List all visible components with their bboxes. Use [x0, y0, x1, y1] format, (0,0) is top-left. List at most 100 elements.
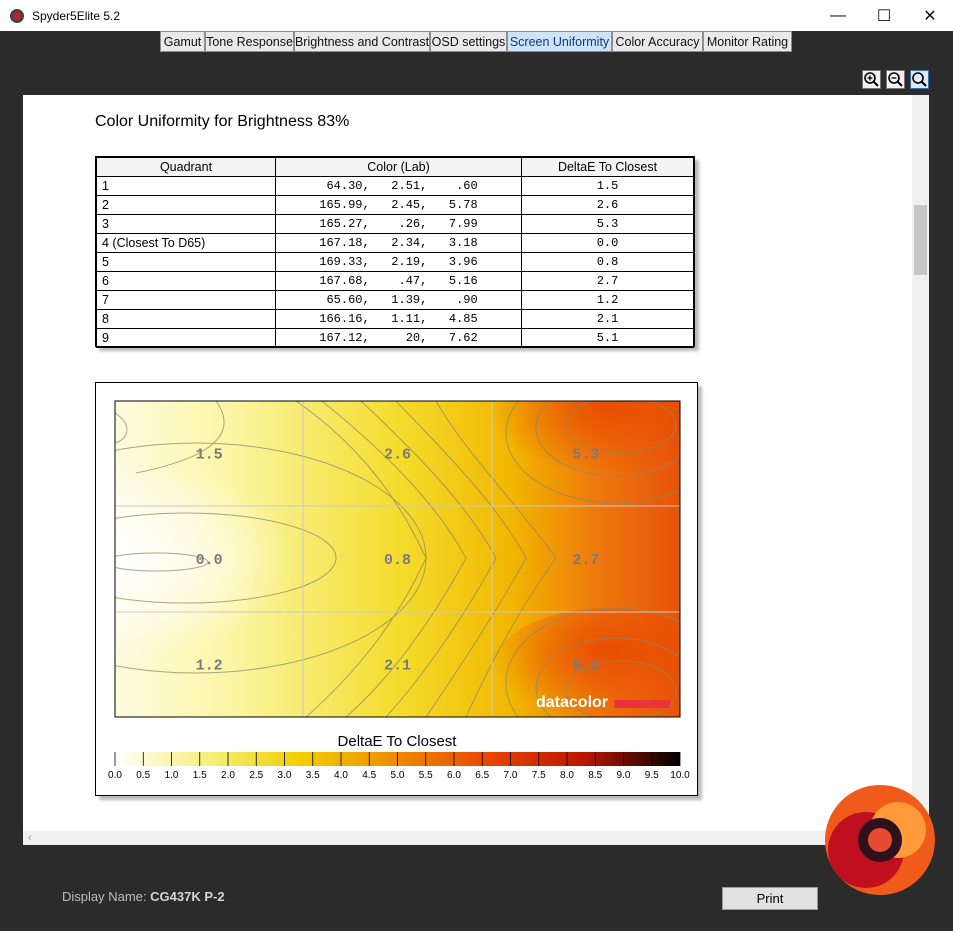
quadrant-cell: 4 (Closest To D65)	[96, 233, 276, 253]
legend-tick-label: 8.5	[588, 770, 602, 781]
color-scale-legend: 0.0 0.5 1.0 1.5 2.0 2.5 3.0 3.5 4.0 4.5 5.0 5.5 6.0 6…	[108, 752, 690, 781]
legend-title: DeltaE To Closest	[338, 733, 458, 750]
zoom-fit-icon[interactable]	[910, 70, 929, 89]
legend-tick-label: 4.0	[334, 770, 348, 781]
tab-bar: Gamut Tone Response Brightness and Contr…	[0, 31, 953, 53]
legend-tick-label: 3.5	[306, 770, 320, 781]
table-row: 8 166.16, 1.11, 4.85 2.1	[96, 309, 694, 329]
lab-cell: 167.68, .47, 5.16	[275, 271, 522, 291]
quadrant-cell: 9	[96, 328, 276, 348]
legend-tick-label: 7.0	[504, 770, 518, 781]
table-row: 9 167.12, 20, 7.62 5.1	[96, 328, 694, 348]
legend-tick-label: 0.5	[136, 770, 150, 781]
report-title: Color Uniformity for Brightness 83%	[95, 113, 350, 130]
tab-screen-uniformity[interactable]: Screen Uniformity	[507, 31, 612, 52]
legend-tick-label: 1.0	[165, 770, 179, 781]
table-row: 1 64.30, 2.51, .60 1.5	[96, 176, 694, 196]
delta-cell: 2.7	[521, 271, 694, 291]
cell-value-label: 1.2	[196, 657, 223, 674]
quadrant-cell: 3	[96, 214, 276, 234]
legend-tick-label: 2.0	[221, 770, 235, 781]
tab-gamut[interactable]: Gamut	[160, 31, 205, 52]
legend-tick-label: 9.5	[645, 770, 659, 781]
contour-lines	[115, 401, 680, 717]
legend-tick-label: 3.0	[278, 770, 292, 781]
display-name-label: Display Name:	[62, 889, 147, 904]
legend-tick-label: 8.0	[560, 770, 574, 781]
legend-tick-label: 7.5	[532, 770, 546, 781]
zoom-in-icon[interactable]	[862, 70, 881, 89]
display-name-value: CG437K P-2	[150, 889, 225, 904]
delta-cell: 2.1	[521, 309, 694, 329]
maximize-button[interactable]: ☐	[876, 7, 892, 25]
app-icon	[10, 8, 24, 23]
report-viewport[interactable]: Color Uniformity for Brightness 83% Quad…	[23, 95, 929, 845]
lab-cell: 169.33, 2.19, 3.96	[275, 252, 522, 272]
cell-value-label: 1.5	[196, 447, 223, 464]
heatmap-frame	[114, 400, 681, 718]
legend-tick-label: 6.5	[475, 770, 489, 781]
column-header: Color (Lab)	[275, 157, 522, 177]
print-button[interactable]: Print	[722, 887, 818, 910]
delta-cell: 1.5	[521, 176, 694, 196]
delta-cell: 5.3	[521, 214, 694, 234]
scroll-thumb[interactable]	[914, 205, 927, 275]
lab-cell: 65.60, 1.39, .90	[275, 290, 522, 310]
lab-cell: 165.27, .26, 7.99	[275, 214, 522, 234]
lab-cell: 64.30, 2.51, .60	[275, 176, 522, 196]
table-row: 7 65.60, 1.39, .90 1.2	[96, 290, 694, 310]
cell-value-label: 2.6	[384, 447, 411, 464]
cell-value-label: 0.0	[196, 552, 223, 569]
quadrant-cell: 8	[96, 309, 276, 329]
window-title: Spyder5Elite 5.2	[32, 8, 121, 23]
delta-cell: 2.6	[521, 195, 694, 215]
column-header: Quadrant	[96, 157, 276, 177]
cell-value-label: 2.1	[384, 657, 411, 674]
grid-lines	[115, 401, 680, 717]
table-row: 4 (Closest To D65) 167.18, 2.34, 3.18 0.0	[96, 233, 694, 253]
quadrant-cell: 2	[96, 195, 276, 215]
tab-monitor-rating[interactable]: Monitor Rating	[703, 31, 792, 52]
tab-tone-response[interactable]: Tone Response	[205, 31, 294, 52]
legend-tick-label: 2.5	[249, 770, 263, 781]
title-bar: Spyder5Elite 5.2 — ☐ ✕	[0, 0, 953, 31]
legend-tick-label: 0.0	[108, 770, 122, 781]
table-row: 6 167.68, .47, 5.16 2.7	[96, 271, 694, 291]
zoom-out-icon[interactable]	[886, 70, 905, 89]
tab-osd-settings[interactable]: OSD settings	[430, 31, 507, 52]
legend-tick-label: 4.5	[362, 770, 376, 781]
delta-cell: 1.2	[521, 290, 694, 310]
delta-cell: 0.8	[521, 252, 694, 272]
close-button[interactable]: ✕	[923, 7, 937, 25]
tab-color-accuracy[interactable]: Color Accuracy	[612, 31, 703, 52]
uniformity-table: Quadrant Color (Lab) DeltaE To Closest 1…	[95, 156, 695, 348]
table-row: 5 169.33, 2.19, 3.96 0.8	[96, 252, 694, 272]
delta-cell: 5.1	[521, 328, 694, 348]
lab-cell: 167.18, 2.34, 3.18	[275, 233, 522, 253]
legend-tick-label: 5.0	[391, 770, 405, 781]
lab-cell: 166.16, 1.11, 4.85	[275, 309, 522, 329]
minimize-button[interactable]: —	[830, 6, 846, 24]
cell-value-label: 5.1	[572, 657, 599, 674]
cell-value-labels: 1.5 2.6 5.3 0.0 0.8 2.7 1.2 2.1 5.1	[196, 447, 600, 675]
legend-tick-label: 6.0	[447, 770, 461, 781]
quadrant-cell: 7	[96, 290, 276, 310]
datacolor-logo: datacolor	[536, 694, 608, 711]
column-header: DeltaE To Closest	[521, 157, 694, 177]
datacolor-accent-bar	[614, 700, 670, 708]
legend-tick-label: 5.5	[419, 770, 433, 781]
vertical-scrollbar[interactable]	[912, 95, 929, 831]
uniformity-heatmap-svg: 1.5 2.6 5.3 0.0 0.8 2.7 1.2 2.1 5.1 datacolor De…	[108, 400, 690, 781]
heatmap-surface	[115, 401, 680, 717]
delta-cell: 0.0	[521, 233, 694, 253]
legend-tick-label: 1.5	[193, 770, 207, 781]
quadrant-cell: 6	[96, 271, 276, 291]
horizontal-scrollbar[interactable]: ‹	[23, 831, 912, 845]
legend-tick-label: 9.0	[617, 770, 631, 781]
tab-brightness-contrast[interactable]: Brightness and Contrast	[294, 31, 430, 52]
quadrant-cell: 1	[96, 176, 276, 196]
display-name: Display Name: CG437K P-2	[62, 889, 225, 904]
table-row: 2 165.99, 2.45, 5.78 2.6	[96, 195, 694, 215]
cell-value-label: 0.8	[384, 552, 411, 569]
uniformity-chart: 1.5 2.6 5.3 0.0 0.8 2.7 1.2 2.1 5.1 datacolor De…	[95, 382, 698, 796]
